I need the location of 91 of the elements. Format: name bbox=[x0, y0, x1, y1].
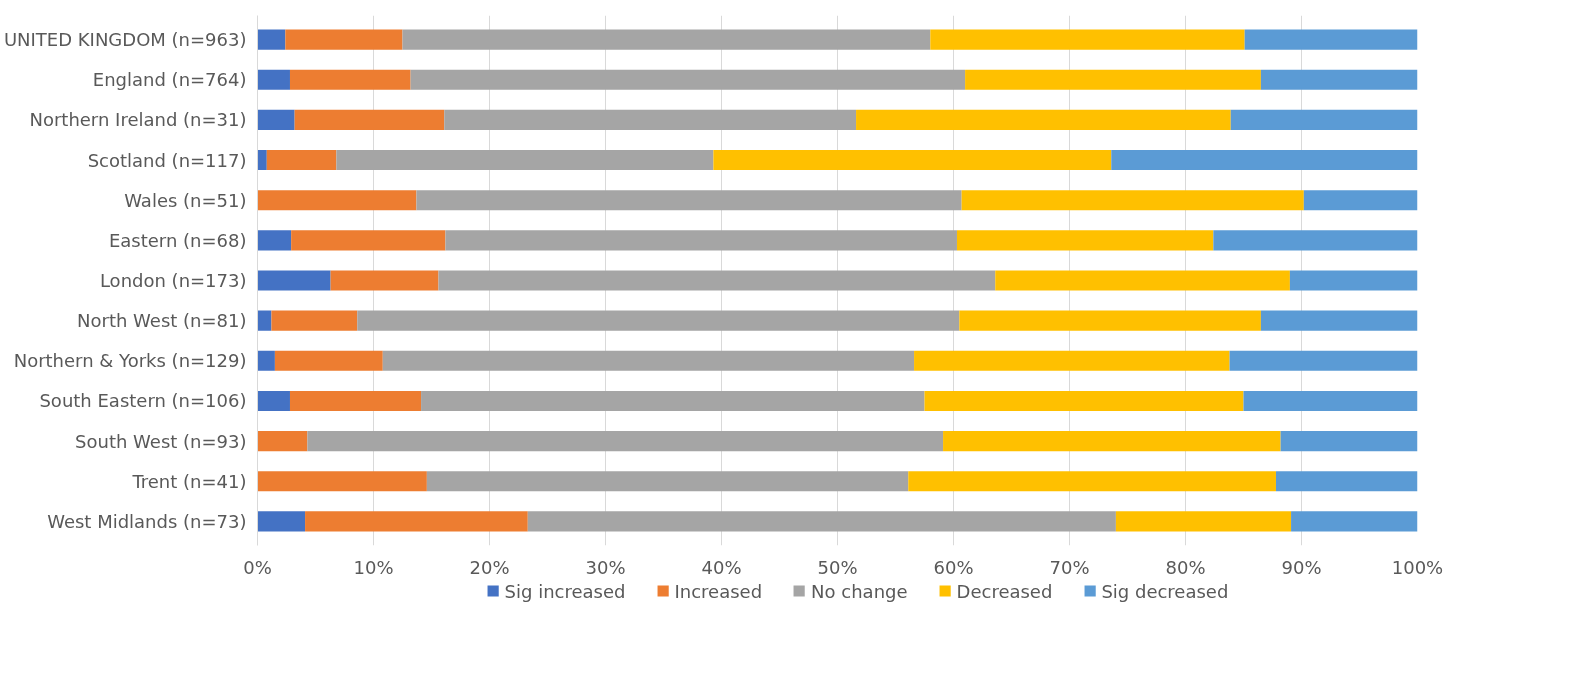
bar bbox=[330, 270, 439, 291]
bar bbox=[410, 69, 966, 90]
y-tick-label: Eastern (n=68) bbox=[108, 229, 247, 251]
bar bbox=[305, 511, 528, 532]
bar bbox=[257, 69, 290, 90]
bar bbox=[995, 270, 1290, 291]
bar bbox=[908, 471, 1276, 492]
bar bbox=[1229, 350, 1418, 371]
bar bbox=[943, 431, 1281, 452]
bar bbox=[930, 29, 1245, 50]
bar bbox=[257, 390, 290, 411]
bar bbox=[1303, 190, 1418, 211]
bar bbox=[382, 350, 915, 371]
bar bbox=[257, 29, 286, 50]
bar bbox=[291, 230, 446, 251]
y-tick-label: Wales (n=51) bbox=[124, 189, 247, 211]
bar bbox=[1260, 69, 1418, 90]
bar bbox=[914, 350, 1230, 371]
legend-label: Sig increased bbox=[504, 580, 626, 601]
y-tick-label: South West (n=93) bbox=[75, 430, 247, 452]
bar bbox=[1243, 390, 1418, 411]
y-tick-label: UNITED KINGDOM (n=963) bbox=[3, 29, 247, 51]
bar bbox=[1244, 29, 1418, 50]
bar bbox=[257, 511, 306, 532]
y-tick-label: England (n=764) bbox=[92, 69, 247, 91]
bar bbox=[1230, 109, 1418, 130]
bar bbox=[438, 270, 996, 291]
y-tick-label: Trent (n=41) bbox=[131, 470, 247, 492]
bar bbox=[445, 230, 957, 251]
x-tick-label: 60% bbox=[933, 556, 974, 578]
y-tick-label: Northern Ireland (n=31) bbox=[29, 109, 247, 131]
bar bbox=[266, 150, 337, 171]
bar bbox=[1260, 310, 1418, 331]
bar bbox=[1289, 270, 1418, 291]
bar bbox=[274, 350, 383, 371]
y-tick-label: London (n=173) bbox=[99, 270, 247, 291]
bar bbox=[257, 190, 417, 211]
bar bbox=[289, 69, 411, 90]
bar bbox=[965, 69, 1261, 90]
y-tick-label: North West (n=81) bbox=[77, 310, 247, 332]
bar bbox=[336, 150, 714, 171]
bar bbox=[416, 190, 962, 211]
x-tick-label: 90% bbox=[1281, 556, 1322, 578]
bar bbox=[294, 109, 445, 130]
y-tick-label: South Eastern (n=106) bbox=[39, 390, 247, 412]
bar bbox=[856, 109, 1231, 130]
bar bbox=[257, 310, 272, 331]
bar bbox=[956, 230, 1214, 251]
x-tick-label: 80% bbox=[1165, 556, 1206, 578]
bar bbox=[961, 190, 1304, 211]
y-tick-label: Northern & Yorks (n=129) bbox=[13, 350, 247, 372]
bar bbox=[257, 230, 292, 251]
bar bbox=[285, 29, 403, 50]
bar bbox=[1291, 511, 1418, 532]
bar bbox=[1115, 511, 1292, 532]
bar bbox=[257, 350, 275, 371]
x-tick-label: 0% bbox=[243, 556, 272, 578]
bar bbox=[307, 431, 944, 452]
legend-label: No change bbox=[811, 580, 908, 601]
x-tick-label: 20% bbox=[469, 556, 510, 578]
legend-label: Sig decreased bbox=[1101, 580, 1229, 601]
bar bbox=[421, 390, 925, 411]
bar bbox=[1275, 471, 1418, 492]
x-tick-label: 40% bbox=[701, 556, 742, 578]
bar bbox=[959, 310, 1261, 331]
bar bbox=[257, 109, 295, 130]
bar bbox=[257, 270, 331, 291]
bar bbox=[713, 150, 1112, 171]
x-tick-label: 70% bbox=[1049, 556, 1090, 578]
x-tick-label: 10% bbox=[353, 556, 394, 578]
bar bbox=[402, 29, 931, 50]
bar bbox=[1280, 431, 1418, 452]
bar bbox=[1111, 150, 1418, 171]
bar bbox=[924, 390, 1244, 411]
legend-label: Decreased bbox=[956, 580, 1053, 601]
x-tick-label: 100% bbox=[1391, 556, 1444, 578]
bar bbox=[444, 109, 857, 130]
bar bbox=[527, 511, 1116, 532]
x-tick-label: 50% bbox=[817, 556, 858, 578]
bar bbox=[289, 390, 422, 411]
bar bbox=[1213, 230, 1418, 251]
y-tick-label: Scotland (n=117) bbox=[87, 149, 247, 171]
legend-label: Increased bbox=[674, 580, 763, 601]
bar bbox=[257, 150, 267, 171]
bar bbox=[426, 471, 909, 492]
x-tick-label: 30% bbox=[585, 556, 626, 578]
bar bbox=[257, 431, 308, 452]
bar bbox=[271, 310, 358, 331]
bar bbox=[357, 310, 960, 331]
y-tick-label: West Midlands (n=73) bbox=[47, 510, 247, 532]
bar bbox=[257, 471, 427, 492]
